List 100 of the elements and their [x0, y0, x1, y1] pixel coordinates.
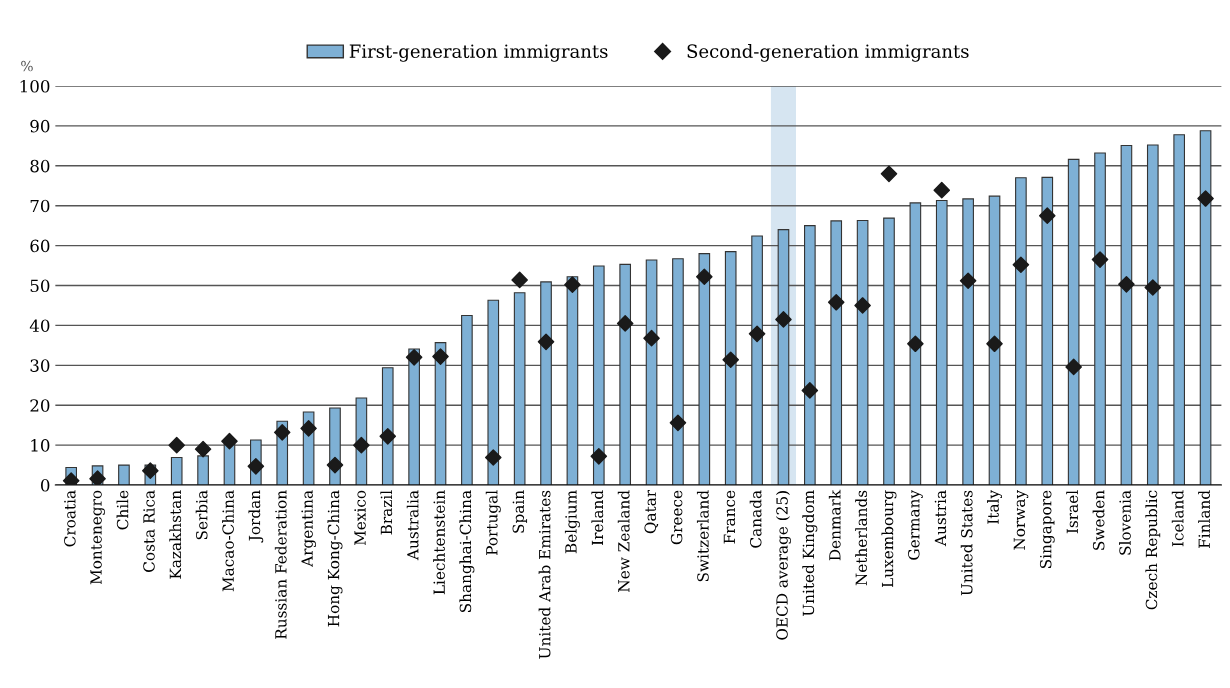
- point: [300, 420, 317, 437]
- point: [827, 293, 845, 311]
- x-tick-label: Macao-China: [222, 490, 234, 592]
- point: [616, 315, 634, 332]
- x-tick-label: Shanghai-China: [459, 490, 475, 613]
- bar: [698, 253, 711, 486]
- bar: [777, 229, 790, 486]
- y-tick-label: 30: [30, 359, 50, 372]
- bar: [408, 348, 420, 486]
- bar: [751, 235, 763, 486]
- y-tick-label: 40: [29, 319, 50, 332]
- x-tick-label: Iceland: [1171, 490, 1184, 547]
- x-tick-label: Belgium: [564, 490, 580, 554]
- point: [959, 272, 977, 290]
- point: [511, 271, 528, 289]
- bar: [830, 220, 843, 486]
- point: [643, 329, 660, 347]
- bar: [592, 265, 605, 486]
- x-tick-label: Ireland: [591, 490, 604, 546]
- point: [1038, 207, 1056, 224]
- point: [696, 268, 713, 286]
- bar: [935, 199, 948, 486]
- bar: [619, 263, 632, 486]
- x-tick-label: Czech Republic: [1145, 490, 1161, 610]
- x-tick-label: Montenegro: [90, 490, 105, 585]
- x-tick-label: Austria: [934, 490, 947, 547]
- point: [564, 276, 581, 294]
- x-tick-label: Australia: [406, 490, 419, 561]
- bar: [672, 258, 684, 486]
- point: [1144, 279, 1162, 296]
- x-tick-label: Canada: [749, 490, 762, 548]
- y-axis-title: %: [21, 60, 33, 72]
- point: [1091, 251, 1109, 268]
- bar: [988, 195, 1001, 486]
- point: [326, 456, 344, 474]
- point: [168, 436, 186, 454]
- bar: [1015, 177, 1027, 486]
- bar: [566, 276, 579, 486]
- x-tick-label: Norway: [1013, 489, 1029, 550]
- point: [1065, 358, 1082, 376]
- x-tick-label: Argentina: [301, 490, 316, 567]
- bar: [197, 455, 209, 486]
- x-tick-label: Germany: [908, 489, 923, 560]
- bar: [1041, 176, 1054, 486]
- x-tick-label: Mexico: [354, 490, 366, 546]
- bar: [962, 198, 974, 486]
- point: [379, 428, 397, 445]
- point: [722, 351, 740, 369]
- point: [1118, 276, 1135, 293]
- point: [273, 424, 291, 441]
- point: [537, 333, 555, 351]
- bar: [1067, 158, 1080, 486]
- y-tick-label: 60: [30, 239, 50, 253]
- x-tick-label: New Zealand: [617, 490, 630, 592]
- bar: [1146, 144, 1159, 486]
- y-tick-label: 50: [30, 279, 50, 293]
- point: [880, 165, 898, 183]
- x-tick-label: United Kingdom: [802, 490, 818, 616]
- bar: [118, 464, 130, 486]
- x-tick-label: Singapore: [1039, 490, 1055, 569]
- x-tick-label: Jordan: [248, 490, 264, 543]
- x-tick-label: Greece: [670, 490, 683, 545]
- bar: [381, 367, 394, 486]
- x-tick-label: Hong Kong-China: [327, 490, 343, 627]
- point: [1012, 256, 1030, 274]
- y-tick-label: 10: [31, 439, 50, 452]
- bar: [540, 281, 552, 486]
- bar: [461, 314, 473, 486]
- x-tick-label: Italy: [987, 489, 1003, 524]
- point: [62, 472, 80, 486]
- legend-label: First-generation immigrants: [349, 44, 608, 62]
- x-tick-label: Costa Rica: [143, 490, 155, 572]
- point: [247, 457, 265, 475]
- bar: [1120, 144, 1133, 486]
- x-tick-label: Chile: [116, 490, 129, 530]
- x-tick-label: Israel: [1066, 490, 1079, 534]
- bar: [1173, 134, 1186, 486]
- bar: [804, 225, 816, 486]
- bar: [170, 456, 183, 486]
- x-tick-label: France: [723, 490, 736, 544]
- point: [775, 311, 792, 328]
- y-tick-label: 20: [30, 399, 50, 412]
- y-tick-label: 80: [30, 159, 50, 173]
- x-tick-label: Russian Federation: [274, 490, 287, 639]
- point: [854, 297, 871, 314]
- point: [933, 181, 951, 199]
- point: [89, 470, 106, 486]
- point: [142, 462, 159, 479]
- bar: [856, 219, 869, 486]
- x-tick-label: Luxembourg: [881, 490, 897, 588]
- bar: [1199, 130, 1212, 486]
- bar: [1094, 152, 1106, 486]
- y-tick-label: 70: [30, 199, 50, 213]
- x-tick-label: Portugal: [485, 490, 501, 555]
- point: [669, 414, 687, 432]
- x-tick-label: Liechtenstein: [433, 490, 445, 595]
- bar: [883, 217, 895, 486]
- x-tick-label: OECD average (25): [775, 491, 791, 640]
- point: [986, 335, 1003, 353]
- point: [353, 436, 370, 454]
